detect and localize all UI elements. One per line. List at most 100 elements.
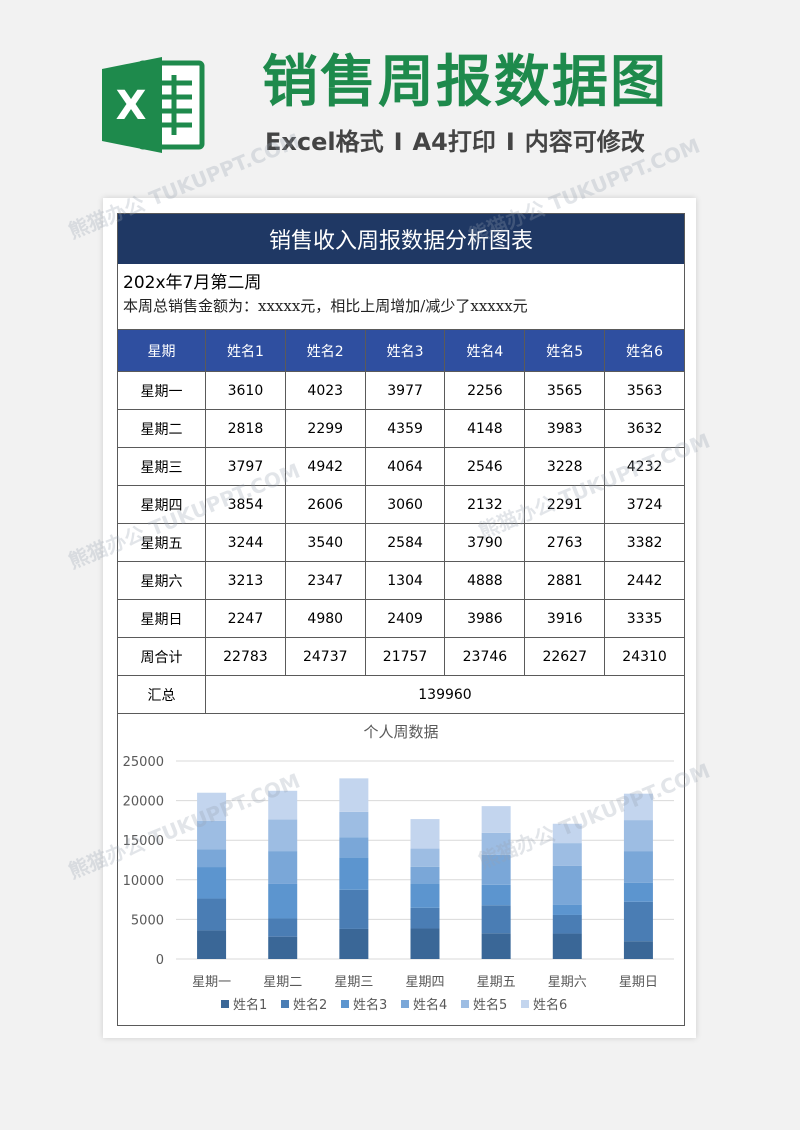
subtitle-separator: I: [505, 128, 515, 156]
value-cell: 2606: [284, 485, 366, 524]
bar-segment: [197, 820, 227, 850]
bar-segment: [339, 811, 369, 838]
value-cell: 2132: [444, 485, 526, 524]
value-cell: 3797: [205, 447, 286, 486]
value-cell: 4888: [444, 561, 526, 600]
value-cell: 22627: [524, 637, 606, 676]
table-row: 星期一 3610 4023 3977 2256 3565 3563: [117, 371, 685, 410]
bar-segment: [481, 933, 511, 959]
excel-icon: X: [102, 57, 205, 153]
sales-table: 星期 姓名1 姓名2 姓名3 姓名4 姓名5 姓名6 星期一 3610 4023 3977 2256…: [117, 329, 685, 714]
column-header-name: 姓名4: [444, 329, 526, 372]
bar-segment: [410, 848, 440, 867]
value-cell: 3565: [524, 371, 606, 410]
y-tick-label: 10000: [123, 874, 164, 889]
value-cell: 4942: [284, 447, 366, 486]
page-title: 销售周报数据图: [262, 50, 668, 115]
value-cell: 2291: [524, 485, 606, 524]
bar-segment: [481, 854, 511, 885]
value-cell: 2442: [604, 561, 685, 600]
chart: 个人周数据 0 5000 10000 15000 20000 25000 星期一 星期二 星期三…: [118, 711, 684, 1025]
column-header-name: 姓名6: [604, 329, 685, 372]
value-cell: 2881: [524, 561, 606, 600]
week-label: 202x年7月第二周: [123, 273, 262, 293]
bar-segment: [339, 778, 369, 812]
y-tick-label: 20000: [123, 795, 164, 810]
report-sheet: 销售收入周报数据分析图表 202x年7月第二周 本周总销售金额为：xxxxx元，…: [117, 213, 685, 1026]
x-tick-label: 星期二: [263, 975, 302, 990]
value-cell: 21757: [364, 637, 446, 676]
subtitle-format: Excel格式: [265, 128, 384, 156]
table-header-row: 星期 姓名1 姓名2 姓名3 姓名4 姓名5 姓名6: [117, 329, 685, 372]
value-cell: 3244: [205, 523, 286, 562]
y-tick-label: 5000: [131, 913, 164, 928]
bar-segment: [552, 823, 582, 844]
bar-segment: [623, 851, 653, 883]
column-header-name: 姓名2: [284, 329, 366, 372]
x-tick-label: 星期五: [477, 975, 516, 990]
value-cell: 4148: [444, 409, 526, 448]
legend-label: 姓名1: [233, 997, 267, 1013]
bar-segment: [268, 936, 298, 959]
svg-text:X: X: [116, 83, 147, 129]
value-cell: 4980: [284, 599, 366, 638]
value-cell: 2256: [444, 371, 526, 410]
value-cell: 3916: [524, 599, 606, 638]
value-cell: 3632: [604, 409, 685, 448]
bar-segment: [339, 889, 369, 929]
bar-segment: [481, 806, 511, 833]
value-cell: 3983: [524, 409, 606, 448]
bar-segment: [339, 857, 369, 890]
bar-segment: [268, 883, 298, 919]
row-label-cell: 星期三: [117, 447, 206, 486]
bar-segment: [410, 928, 440, 959]
subtitle-print: A4打印: [412, 128, 496, 156]
value-cell: 24310: [604, 637, 685, 676]
column-header-day: 星期: [117, 329, 206, 372]
legend-label: 姓名2: [293, 997, 327, 1013]
subtitle-editable: 内容可修改: [524, 128, 645, 156]
row-label-cell: 星期一: [117, 371, 206, 410]
chart-title: 个人周数据: [363, 723, 439, 741]
bar-segment: [410, 866, 440, 884]
table-row: 星期六 3213 2347 1304 4888 2881 2442: [117, 561, 685, 600]
bar-segment: [197, 930, 227, 959]
value-cell: 1304: [364, 561, 446, 600]
value-cell: 4359: [364, 409, 446, 448]
bar-segment: [481, 884, 511, 906]
value-cell: 2584: [364, 523, 446, 562]
x-tick-label: 星期一: [192, 975, 231, 990]
legend-swatch: [221, 1000, 229, 1008]
subtitle: Excel格式 I A4打印 I 内容可修改: [265, 125, 645, 159]
bar-segment: [552, 904, 582, 915]
value-cell: 4023: [284, 371, 366, 410]
legend-label: 姓名5: [473, 997, 507, 1013]
bar-segment: [410, 907, 440, 929]
bar-segment: [623, 882, 653, 902]
bar-segment: [197, 898, 227, 931]
value-cell: 24737: [284, 637, 366, 676]
table-row: 星期五 3244 3540 2584 3790 2763 3382: [117, 523, 685, 562]
legend-swatch: [401, 1000, 409, 1008]
bar-segment: [552, 914, 582, 934]
bar-segment: [552, 933, 582, 959]
value-cell: 3854: [205, 485, 286, 524]
total-value-cell: 139960: [205, 675, 685, 714]
value-cell: 2546: [444, 447, 526, 486]
legend-label: 姓名4: [413, 997, 447, 1013]
value-cell: 3610: [205, 371, 286, 410]
total-row: 汇总 139960: [117, 675, 685, 714]
column-header-name: 姓名1: [205, 329, 286, 372]
table-row: 星期四 3854 2606 3060 2132 2291 3724: [117, 485, 685, 524]
bar-segment: [268, 851, 298, 884]
legend-swatch: [461, 1000, 469, 1008]
bar-segment: [268, 819, 298, 852]
bar-segment: [623, 820, 653, 852]
y-tick-label: 0: [156, 953, 164, 968]
value-cell: 3382: [604, 523, 685, 562]
value-cell: 2347: [284, 561, 366, 600]
table-row: 星期日 2247 4980 2409 3986 3916 3335: [117, 599, 685, 638]
bar-segment: [623, 901, 653, 942]
value-cell: 4064: [364, 447, 446, 486]
subtitle-separator: I: [393, 128, 403, 156]
